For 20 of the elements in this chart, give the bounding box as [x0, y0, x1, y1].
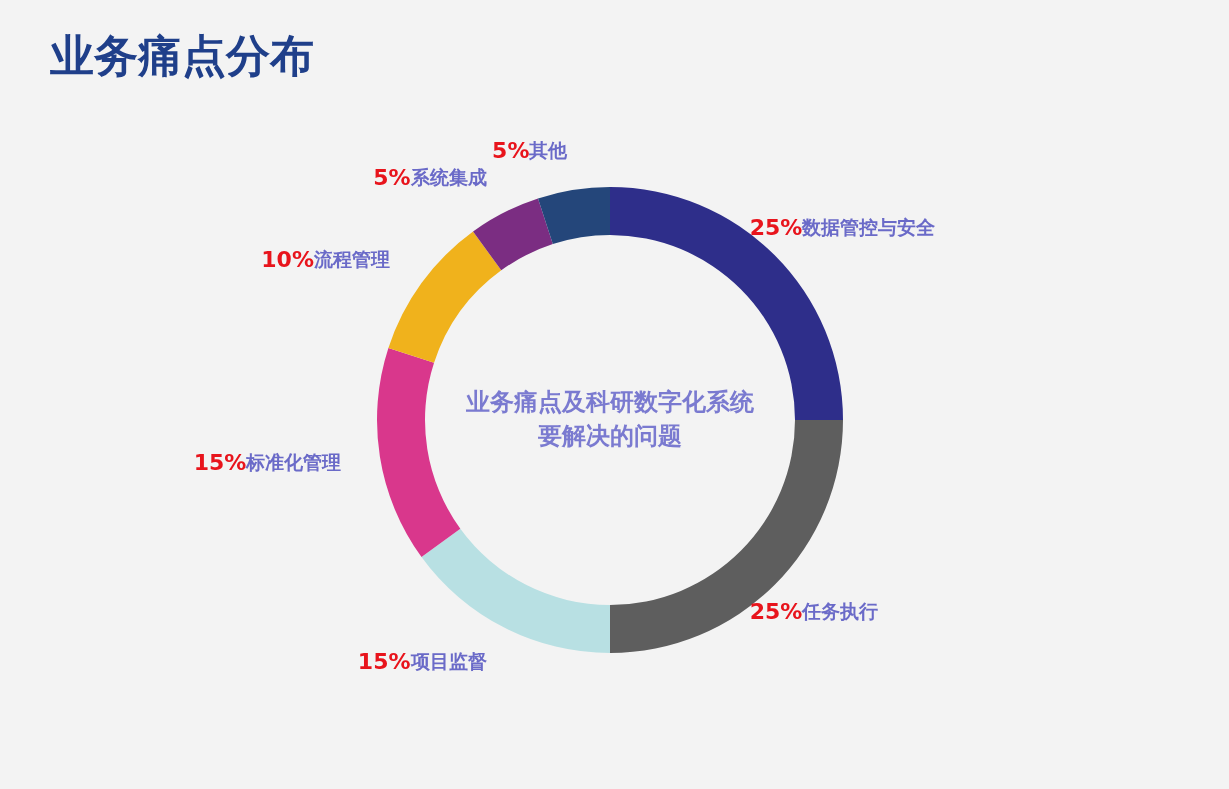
data-label: 25%	[749, 214, 803, 240]
data-label: 25%	[749, 599, 803, 625]
donut-slice	[377, 348, 461, 557]
data-label: 5%	[492, 138, 530, 164]
donut-slice	[388, 231, 502, 363]
text: 业务痛点及科研数字化系统	[465, 388, 755, 416]
donut-slice	[421, 528, 610, 653]
slice-label: 标准化管理	[245, 450, 342, 473]
data-label: 10%	[261, 247, 314, 273]
text: 要解决的问题	[537, 422, 682, 450]
slice-label: 其他	[528, 139, 569, 162]
data-label: 15%	[357, 649, 411, 675]
chart-title: 业务痛点分布	[50, 30, 314, 81]
slice-label: 任务执行	[801, 600, 879, 623]
slice-label: 数据管控与安全	[801, 215, 937, 238]
data-label: 5%	[373, 164, 411, 190]
slice-label: 流程管理	[312, 248, 390, 271]
donut-slice	[538, 187, 610, 245]
data-label: 15%	[193, 449, 247, 475]
donut-slice	[473, 198, 553, 271]
